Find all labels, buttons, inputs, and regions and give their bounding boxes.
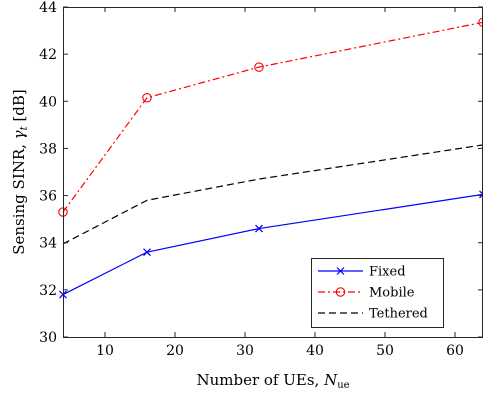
plot-area: [59, 18, 483, 298]
y-tick-label: 42: [39, 47, 57, 63]
legend: Fixed Mobile Tethered: [312, 259, 444, 328]
y-axis-label-symbol: γ: [10, 130, 28, 139]
x-axis-label-subscript: ue: [337, 380, 349, 391]
y-axis-label: Sensing SINR, γt [dB]: [10, 89, 30, 255]
y-tick-label: 30: [39, 330, 57, 346]
legend-label: Mobile: [369, 286, 415, 301]
x-tick-label: 50: [376, 343, 394, 359]
y-tick-label: 44: [39, 0, 57, 16]
x-axis-label-text: Number of UEs,: [196, 371, 324, 389]
x-tick-label: 40: [306, 343, 324, 359]
y-tick-label: 40: [39, 94, 57, 110]
legend-label: Fixed: [369, 265, 406, 280]
y-axis-label-text: Sensing SINR,: [10, 139, 28, 255]
series-line: [63, 145, 483, 244]
legend-label: Tethered: [369, 307, 428, 322]
x-tick-label: 10: [96, 343, 114, 359]
y-tick-label: 34: [39, 236, 57, 252]
y-tick-label: 38: [39, 141, 57, 157]
x-axis-label-symbol: N: [323, 371, 338, 389]
x-axis-label: Number of UEs, Nue: [196, 371, 349, 391]
series-tethered: [63, 145, 483, 244]
y-axis-label-unit: [dB]: [10, 89, 28, 126]
y-tick-label: 36: [39, 189, 57, 205]
y-tick-label: 32: [39, 283, 57, 299]
x-tick-label: 20: [166, 343, 184, 359]
x-tick-label: 60: [446, 343, 464, 359]
series-line: [63, 22, 483, 212]
x-tick-label: 30: [236, 343, 254, 359]
series-mobile: [59, 18, 483, 216]
